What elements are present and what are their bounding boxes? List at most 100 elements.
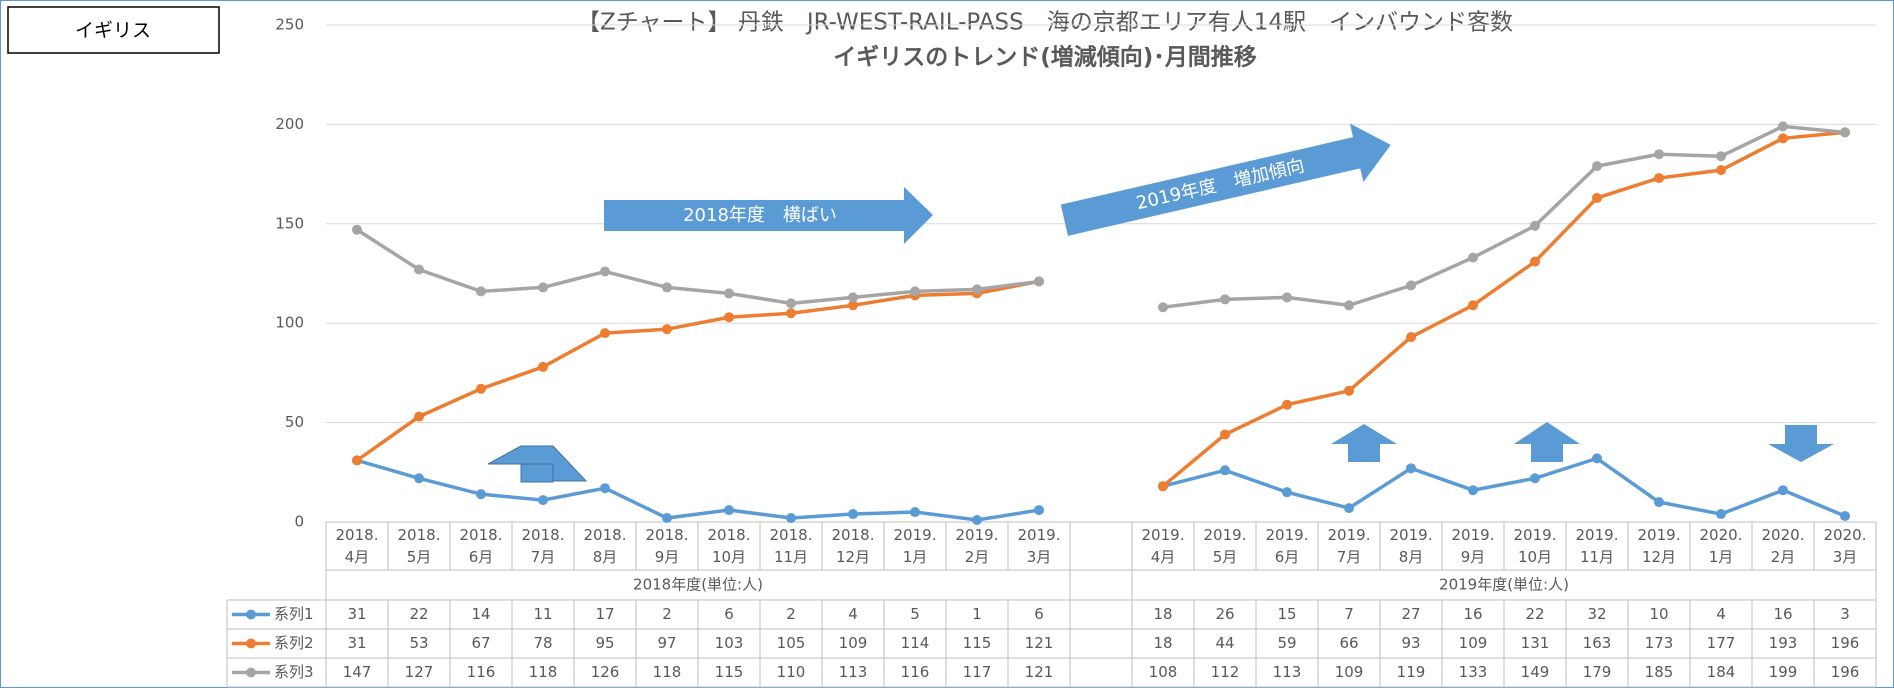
x-tick-label: 2018.8月 xyxy=(583,526,627,566)
marker xyxy=(1158,481,1168,492)
marker xyxy=(848,509,858,520)
legend-label: 系列1 xyxy=(274,605,314,623)
table-value: 105 xyxy=(777,634,806,652)
x-tick-label: 2020.3月 xyxy=(1823,526,1867,566)
marker xyxy=(1282,292,1292,303)
trend-arrow-group: 2019年度 増加傾向 xyxy=(1060,123,1391,236)
table-value: 66 xyxy=(1339,634,1358,652)
marker xyxy=(910,507,920,518)
marker xyxy=(414,411,424,422)
table-value: 149 xyxy=(1521,663,1550,681)
table-value: 115 xyxy=(715,663,744,681)
table-value: 109 xyxy=(1459,634,1488,652)
y-tick-label: 0 xyxy=(294,513,304,531)
x-tick-label: 2018.6月 xyxy=(459,526,503,566)
marker xyxy=(972,515,982,526)
table-value: 93 xyxy=(1401,634,1420,652)
marker xyxy=(848,292,858,303)
table-value: 193 xyxy=(1769,634,1798,652)
table-value: 18 xyxy=(1153,634,1172,652)
table-value: 67 xyxy=(471,634,490,652)
table-value: 2 xyxy=(662,605,672,623)
x-tick-label: 2019.1月 xyxy=(893,526,937,566)
marker xyxy=(1778,485,1788,496)
marker xyxy=(1840,511,1850,522)
marker xyxy=(1158,302,1168,313)
table-value: 118 xyxy=(653,663,682,681)
x-tick-label: 2018.4月 xyxy=(335,526,379,566)
marker xyxy=(1344,300,1354,311)
marker xyxy=(786,513,796,524)
marker xyxy=(414,473,424,484)
table-value: 184 xyxy=(1707,663,1736,681)
table-value: 10 xyxy=(1649,605,1668,623)
table-value: 185 xyxy=(1645,663,1674,681)
table-value: 126 xyxy=(591,663,620,681)
table-value: 110 xyxy=(777,663,806,681)
x-tick-label: 2019.12月 xyxy=(1637,526,1681,566)
marker xyxy=(848,300,858,311)
x-tick-label: 2019.8月 xyxy=(1389,526,1433,566)
x-tick-label: 2019.9月 xyxy=(1451,526,1495,566)
x-tick-label: 2019.4月 xyxy=(1141,526,1185,566)
marker xyxy=(1220,465,1230,476)
table-value: 2 xyxy=(786,605,796,623)
table-value: 11 xyxy=(533,605,552,623)
chart-title: 【Zチャート】 丹鉄 JR-WEST-RAIL-PASS 海の京都エリア有人14… xyxy=(577,10,1513,36)
marker xyxy=(1034,505,1044,516)
x-tick-label: 2019.3月 xyxy=(1017,526,1061,566)
table-value: 177 xyxy=(1707,634,1736,652)
table-value: 26 xyxy=(1215,605,1234,623)
table-value: 3 xyxy=(1840,605,1850,623)
marker xyxy=(1592,192,1602,203)
marker xyxy=(1220,429,1230,440)
marker xyxy=(1592,453,1602,464)
marker xyxy=(1716,165,1726,176)
legend-marker xyxy=(246,638,256,649)
table-value: 127 xyxy=(405,663,434,681)
x-tick-label: 2018.11月 xyxy=(769,526,813,566)
table-value: 121 xyxy=(1025,634,1054,652)
marker xyxy=(1344,503,1354,514)
table-value: 15 xyxy=(1277,605,1296,623)
marker xyxy=(972,284,982,295)
marker xyxy=(352,455,362,466)
x-tick-label: 2018.7月 xyxy=(521,526,565,566)
chart-subtitle: イギリスのトレンド(増減傾向)･月間推移 xyxy=(833,44,1257,71)
table-value: 108 xyxy=(1149,663,1178,681)
table-value: 115 xyxy=(963,634,992,652)
x-tick-label: 2019.2月 xyxy=(955,526,999,566)
table-value: 133 xyxy=(1459,663,1488,681)
marker xyxy=(1716,151,1726,162)
marker xyxy=(786,298,796,309)
marker xyxy=(910,286,920,297)
marker xyxy=(476,489,486,500)
table-value: 119 xyxy=(1397,663,1426,681)
table-value: 109 xyxy=(839,634,868,652)
marker xyxy=(1654,173,1664,184)
y-tick-label: 150 xyxy=(275,214,304,232)
x-tick-label: 2019.6月 xyxy=(1265,526,1309,566)
trend-arrow xyxy=(604,187,933,244)
plot: 0 50 100 150 200 250 2018年度(単位:人) 2019年度(単位:人) 3… xyxy=(226,16,1877,688)
panel-box xyxy=(7,6,220,54)
up-arrow xyxy=(487,445,588,483)
series-line xyxy=(1161,130,1846,488)
down-arrow xyxy=(1768,444,1834,462)
y-tick-label: 200 xyxy=(275,115,304,133)
series-line xyxy=(355,279,1040,462)
marker xyxy=(352,224,362,235)
series-line xyxy=(1162,456,1846,518)
table-value: 196 xyxy=(1831,663,1860,681)
table-value: 22 xyxy=(1525,605,1544,623)
table-value: 121 xyxy=(1025,663,1054,681)
trend-arrow xyxy=(1060,123,1391,236)
marker xyxy=(538,361,548,372)
marker xyxy=(538,495,548,506)
table-value: 78 xyxy=(533,634,552,652)
table-value: 18 xyxy=(1153,605,1172,623)
marker xyxy=(1406,280,1416,291)
marker xyxy=(1530,256,1540,267)
panel-label: イギリス xyxy=(75,20,151,42)
